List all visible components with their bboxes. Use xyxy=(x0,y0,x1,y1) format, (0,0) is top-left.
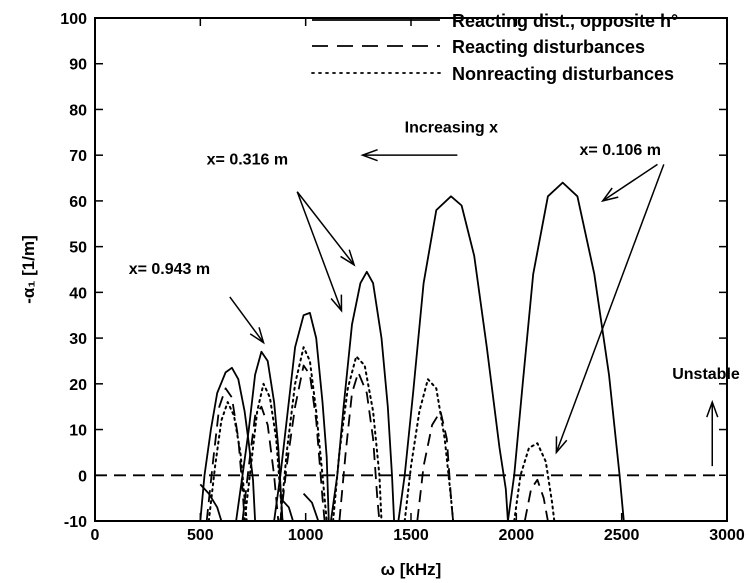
plot-area: 0 500 1000 1500 2000 2500 3000-100102030405060… xyxy=(60,11,745,544)
arrow-layer xyxy=(229,148,719,467)
y-tick-label: 100 xyxy=(60,11,87,28)
series-line-solid xyxy=(507,181,625,522)
arrow-0106-to-2220 xyxy=(600,163,658,203)
arrow-0316-to-1220 xyxy=(296,191,343,313)
y-tick-label: 20 xyxy=(69,377,87,394)
y-tick-label: 50 xyxy=(69,240,87,257)
series-line-solid xyxy=(199,483,223,522)
series-line-solid xyxy=(397,195,509,522)
annotation-label: x= 0.106 m xyxy=(580,142,661,159)
series-line-dotted xyxy=(207,401,248,522)
annotation-label: Increasing x xyxy=(405,119,498,136)
arrow-0943-to-650 xyxy=(229,296,265,345)
x-tick-label: 1000 xyxy=(288,527,324,544)
annotation-label: x= 0.943 m xyxy=(129,261,210,278)
x-tick-label: 3000 xyxy=(709,527,745,544)
annotation-label: x= 0.316 m xyxy=(207,151,288,168)
legend-label: Reacting dist., opposite h° xyxy=(452,11,678,31)
annotation-label: Unstable xyxy=(672,366,740,383)
series-line-solid xyxy=(235,350,284,522)
y-axis-label: -α₁ [1/m] xyxy=(19,235,38,303)
arrow-0106-to-2100 xyxy=(555,164,665,455)
legend-label: Reacting disturbances xyxy=(452,37,645,57)
increasing-x-arrow xyxy=(360,148,458,162)
series-line-dotted xyxy=(243,382,284,522)
series-line-dashed xyxy=(241,405,280,522)
legend: Reacting dist., opposite h° Reacting dist… xyxy=(311,11,678,84)
x-tick-label: 2500 xyxy=(604,527,640,544)
series-line-dotted xyxy=(513,442,556,522)
y-tick-label: 70 xyxy=(69,148,87,165)
y-tick-label: -10 xyxy=(64,514,87,531)
y-tick-label: 80 xyxy=(69,102,87,119)
y-tick-label: 60 xyxy=(69,194,87,211)
x-axis-label: ω [kHz] xyxy=(381,560,442,579)
unstable-arrow xyxy=(706,399,719,467)
arrow-0316-to-1290 xyxy=(296,191,356,267)
series-line-dotted xyxy=(332,355,383,522)
series-line-dotted xyxy=(403,378,455,522)
x-tick-label: 500 xyxy=(187,527,214,544)
series-dashed xyxy=(95,364,717,522)
tick-layer: 0 500 1000 1500 2000 2500 3000-100102030405060… xyxy=(60,11,745,544)
series-dotted xyxy=(207,346,556,522)
series-layer xyxy=(95,181,717,522)
series-line-solid xyxy=(273,312,330,522)
series-line-dashed xyxy=(279,364,326,522)
annotation-layer: x= 0.106 m x= 0.316 m x= 0.943 m Increasing… xyxy=(129,119,740,383)
y-tick-label: 40 xyxy=(69,285,87,302)
series-line-dotted xyxy=(279,346,328,522)
y-tick-label: 30 xyxy=(69,331,87,348)
series-line-dashed xyxy=(205,387,246,522)
series-solid xyxy=(199,181,625,522)
series-line-dashed xyxy=(338,371,381,522)
y-tick-label: 0 xyxy=(78,468,87,485)
y-tick-label: 10 xyxy=(69,423,87,440)
series-line-dashed xyxy=(416,410,454,522)
x-tick-label: 0 xyxy=(91,527,100,544)
x-tick-label: 1500 xyxy=(393,527,429,544)
y-tick-label: 90 xyxy=(69,57,87,74)
x-tick-label: 2000 xyxy=(499,527,535,544)
series-line-solid xyxy=(302,492,320,522)
series-line-dashed xyxy=(523,478,549,522)
legend-label: Nonreacting disturbances xyxy=(452,64,674,84)
